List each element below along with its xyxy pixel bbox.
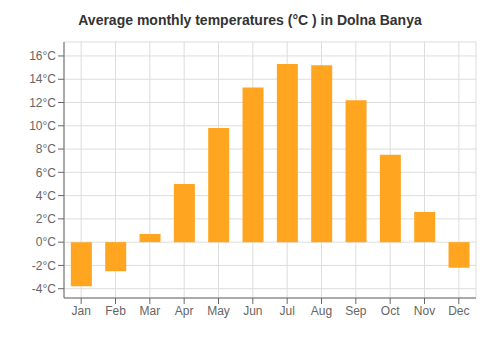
svg-text:-4°C: -4°C [32, 282, 56, 296]
svg-text:Nov: Nov [414, 304, 435, 318]
svg-text:Mar: Mar [139, 304, 160, 318]
svg-text:Dec: Dec [448, 304, 469, 318]
svg-text:May: May [207, 304, 230, 318]
html-text:Average monthly temperatures (: Average monthly temperatures (°C ) in Do… [78, 12, 422, 28]
svg-text:0°C: 0°C [36, 235, 56, 249]
svg-text:Apr: Apr [175, 304, 194, 318]
svg-text:Jul: Jul [279, 304, 294, 318]
svg-text:Jan: Jan [71, 304, 90, 318]
svg-text:6°C: 6°C [36, 166, 56, 180]
svg-text:Feb: Feb [105, 304, 126, 318]
svg-text:14°C: 14°C [29, 72, 56, 86]
svg-text:10°C: 10°C [29, 119, 56, 133]
svg-text:Aug: Aug [311, 304, 332, 318]
svg-text:Oct: Oct [381, 304, 400, 318]
svg-text:2°C: 2°C [36, 212, 56, 226]
svg-text:8°C: 8°C [36, 142, 56, 156]
svg-text:4°C: 4°C [36, 189, 56, 203]
svg-text:12°C: 12°C [29, 96, 56, 110]
svg-text:16°C: 16°C [29, 49, 56, 63]
svg-text:Sep: Sep [345, 304, 367, 318]
svg-text:Jun: Jun [243, 304, 262, 318]
svg-text:-2°C: -2°C [32, 259, 56, 273]
